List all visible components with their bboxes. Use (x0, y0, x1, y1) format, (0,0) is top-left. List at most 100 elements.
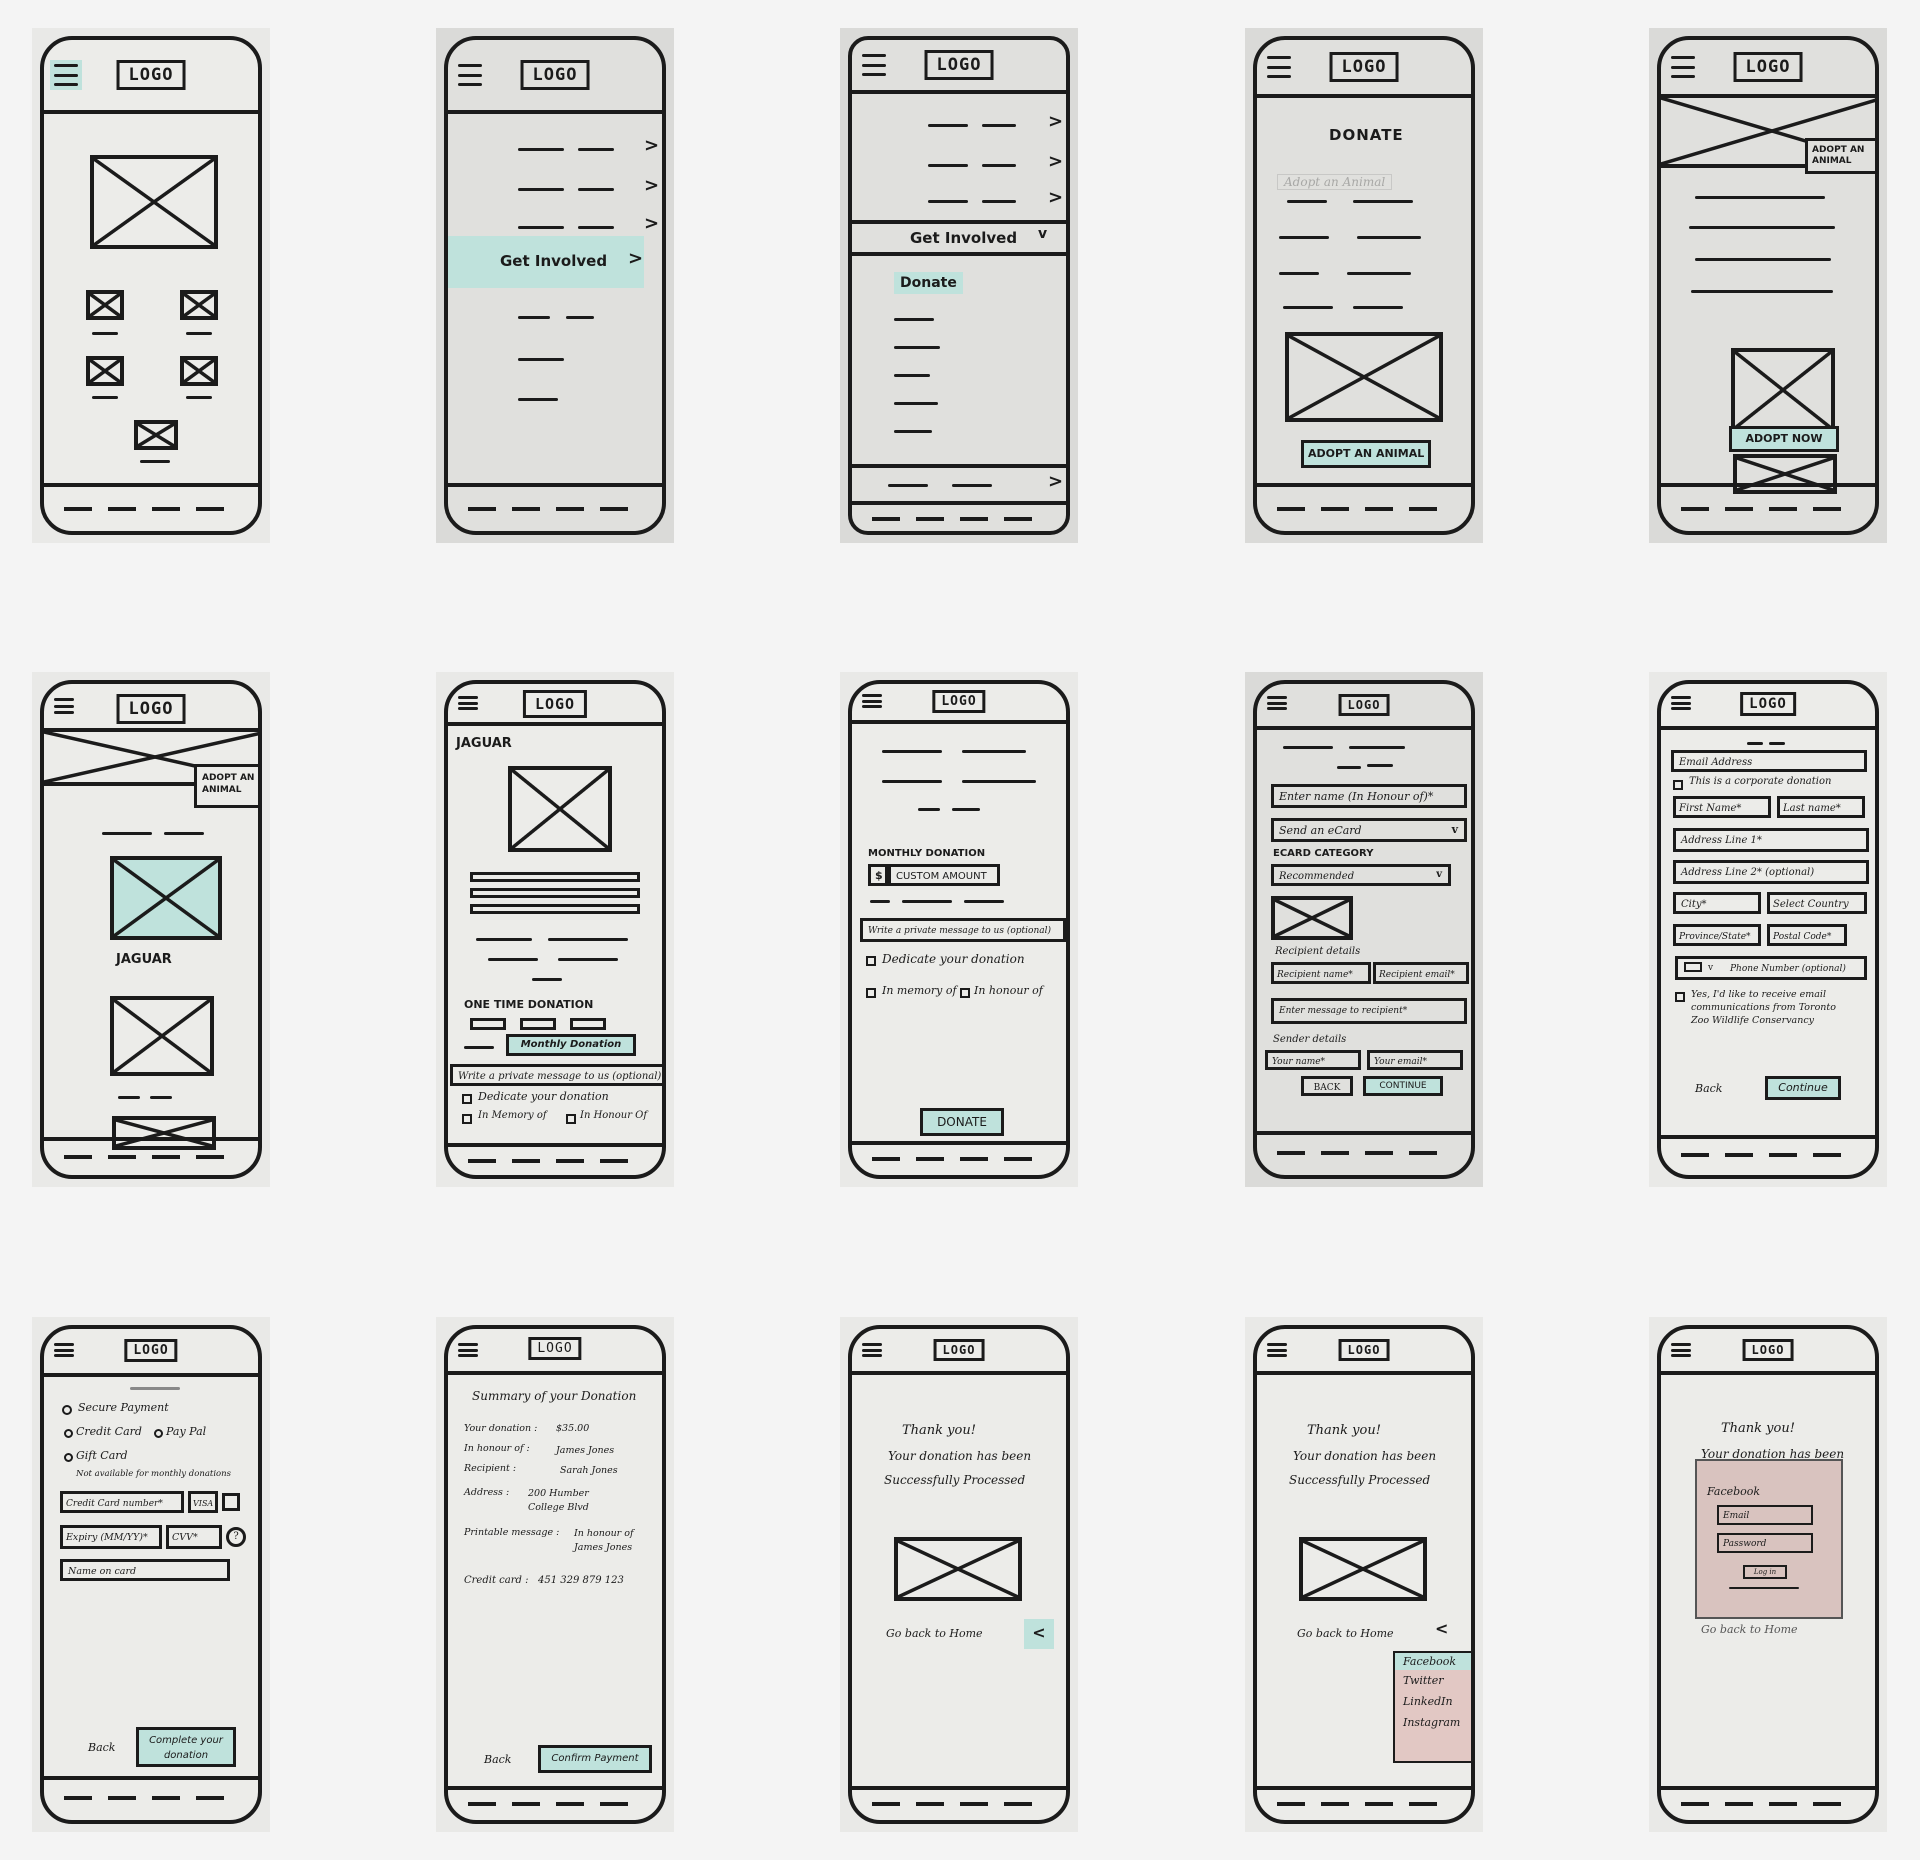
in-honour-checkbox[interactable] (960, 988, 970, 998)
footer-links[interactable] (1681, 507, 1855, 511)
menu-item-line[interactable] (888, 484, 928, 487)
name-on-card-input[interactable]: Name on card (60, 1559, 230, 1581)
sub-item-line[interactable] (894, 374, 930, 377)
address-line-2-input[interactable]: Address Line 2* (optional) (1673, 860, 1869, 884)
cvv-help-icon[interactable]: ? (226, 1527, 246, 1547)
go-back-home-link[interactable]: Go back to Home (1297, 1627, 1394, 1640)
chevron-right-icon[interactable]: > (1048, 187, 1064, 208)
private-message-field[interactable]: Write a private message to us (optional) (860, 918, 1066, 942)
footer-links[interactable] (468, 507, 642, 511)
footer-links[interactable] (64, 1155, 238, 1159)
thumb-placeholder[interactable] (180, 356, 218, 386)
complete-donation-button[interactable]: Complete your donation (136, 1727, 236, 1767)
amount-option[interactable] (470, 1018, 506, 1030)
monthly-donation-button[interactable]: Monthly Donation (506, 1034, 636, 1056)
back-button[interactable]: BACK (1301, 1076, 1353, 1096)
menu-item-line[interactable] (518, 398, 558, 401)
chevron-right-icon[interactable]: > (1048, 151, 1064, 172)
continue-button[interactable]: CONTINUE (1363, 1076, 1443, 1096)
footer-links[interactable] (1681, 1802, 1855, 1806)
share-icon[interactable]: < (1435, 1619, 1449, 1638)
card-number-input[interactable]: Credit Card number* (60, 1491, 184, 1513)
go-back-home-link[interactable]: Go back to Home (886, 1627, 983, 1640)
dedicate-checkbox[interactable] (866, 956, 876, 966)
menu-item-line[interactable] (982, 164, 1016, 167)
hamburger-menu-icon[interactable] (1267, 56, 1291, 78)
hamburger-menu-icon[interactable] (54, 1343, 74, 1357)
thumb-placeholder[interactable] (134, 420, 178, 450)
hamburger-menu-icon[interactable] (862, 1343, 882, 1357)
country-select[interactable]: Select Country (1767, 892, 1867, 914)
faded-tab-adopt[interactable]: Adopt an Animal (1277, 174, 1393, 190)
menu-item-line[interactable] (578, 188, 614, 191)
hamburger-menu-icon[interactable] (1267, 696, 1287, 710)
hamburger-menu-icon[interactable] (1671, 56, 1695, 78)
hamburger-menu-icon[interactable] (458, 64, 482, 86)
share-option-twitter[interactable]: Twitter (1403, 1674, 1444, 1687)
footer-links[interactable] (872, 1802, 1046, 1806)
expiry-input[interactable]: Expiry (MM/YY)* (60, 1525, 162, 1549)
footer-links[interactable] (872, 517, 1046, 521)
go-back-home-link[interactable]: Go back to Home (1701, 1623, 1798, 1636)
back-button[interactable]: Back (484, 1753, 512, 1766)
dedicate-checkbox[interactable] (462, 1094, 472, 1104)
menu-item-line[interactable] (518, 148, 564, 151)
facebook-password-input[interactable]: Password (1717, 1533, 1813, 1553)
phone-number-input[interactable]: v Phone Number (optional) (1675, 956, 1867, 980)
menu-item-get-involved-expanded[interactable]: Get Involved v (852, 220, 1066, 256)
back-button[interactable]: Back (1695, 1082, 1723, 1095)
hamburger-menu-icon[interactable] (1267, 1343, 1287, 1357)
jaguar-image-placeholder[interactable] (110, 856, 222, 940)
sub-item-donate[interactable]: Donate (894, 272, 963, 294)
menu-item-line[interactable] (566, 316, 594, 319)
footer-links[interactable] (872, 1157, 1046, 1161)
custom-amount-input[interactable]: CUSTOM AMOUNT (888, 864, 1000, 886)
footer-links[interactable] (64, 1796, 238, 1800)
thumb-placeholder[interactable] (86, 290, 124, 320)
hamburger-menu-icon[interactable] (458, 696, 478, 710)
menu-item-line[interactable] (928, 124, 968, 127)
province-input[interactable]: Province/State* (1673, 924, 1761, 946)
menu-item-line[interactable] (518, 316, 550, 319)
menu-item-line[interactable] (982, 124, 1016, 127)
share-icon[interactable]: < (1024, 1619, 1054, 1649)
footer-links[interactable] (1277, 507, 1451, 511)
hamburger-menu-icon[interactable] (1671, 1343, 1691, 1357)
ecard-category-select[interactable]: Recommended v (1271, 864, 1451, 886)
menu-item-line[interactable] (952, 484, 992, 487)
menu-item-line[interactable] (928, 200, 968, 203)
in-memory-checkbox[interactable] (462, 1114, 472, 1124)
hamburger-menu-icon[interactable] (458, 1343, 478, 1357)
menu-item-line[interactable] (928, 164, 968, 167)
city-input[interactable]: City* (1673, 892, 1761, 914)
your-name-input[interactable]: Your name* (1265, 1050, 1361, 1070)
chevron-right-icon[interactable]: > (1048, 471, 1064, 492)
hamburger-menu-icon[interactable] (50, 60, 82, 90)
menu-item-get-involved[interactable]: Get Involved > (448, 236, 644, 288)
menu-item-line[interactable] (982, 200, 1016, 203)
menu-item-line[interactable] (518, 226, 564, 229)
sub-item-line[interactable] (894, 318, 934, 321)
hamburger-menu-icon[interactable] (54, 698, 74, 714)
sub-item-line[interactable] (894, 430, 932, 433)
sub-item-line[interactable] (894, 402, 938, 405)
facebook-login-button[interactable]: Log in (1743, 1565, 1787, 1579)
hamburger-menu-icon[interactable] (862, 54, 886, 76)
amount-option[interactable] (570, 1018, 606, 1030)
hamburger-menu-icon[interactable] (862, 694, 882, 708)
footer-links[interactable] (1277, 1802, 1451, 1806)
recipient-name-input[interactable]: Recipient name* (1271, 962, 1371, 984)
animal-image-placeholder[interactable] (112, 1116, 216, 1150)
in-honour-checkbox[interactable] (566, 1114, 576, 1124)
your-email-input[interactable]: Your email* (1367, 1050, 1463, 1070)
confirm-payment-button[interactable]: Confirm Payment (538, 1745, 652, 1773)
ecard-image-placeholder[interactable] (1271, 896, 1353, 940)
share-option-facebook[interactable]: Facebook (1395, 1653, 1471, 1670)
share-option-linkedin[interactable]: LinkedIn (1403, 1695, 1453, 1708)
send-ecard-select[interactable]: Send an eCard v (1271, 818, 1467, 842)
chevron-right-icon[interactable]: > (644, 213, 660, 234)
menu-item-line[interactable] (518, 358, 564, 361)
chevron-right-icon[interactable]: > (644, 175, 660, 196)
address-line-1-input[interactable]: Address Line 1* (1673, 828, 1869, 852)
private-message-field[interactable]: Write a private message to us (optional) (450, 1064, 662, 1086)
